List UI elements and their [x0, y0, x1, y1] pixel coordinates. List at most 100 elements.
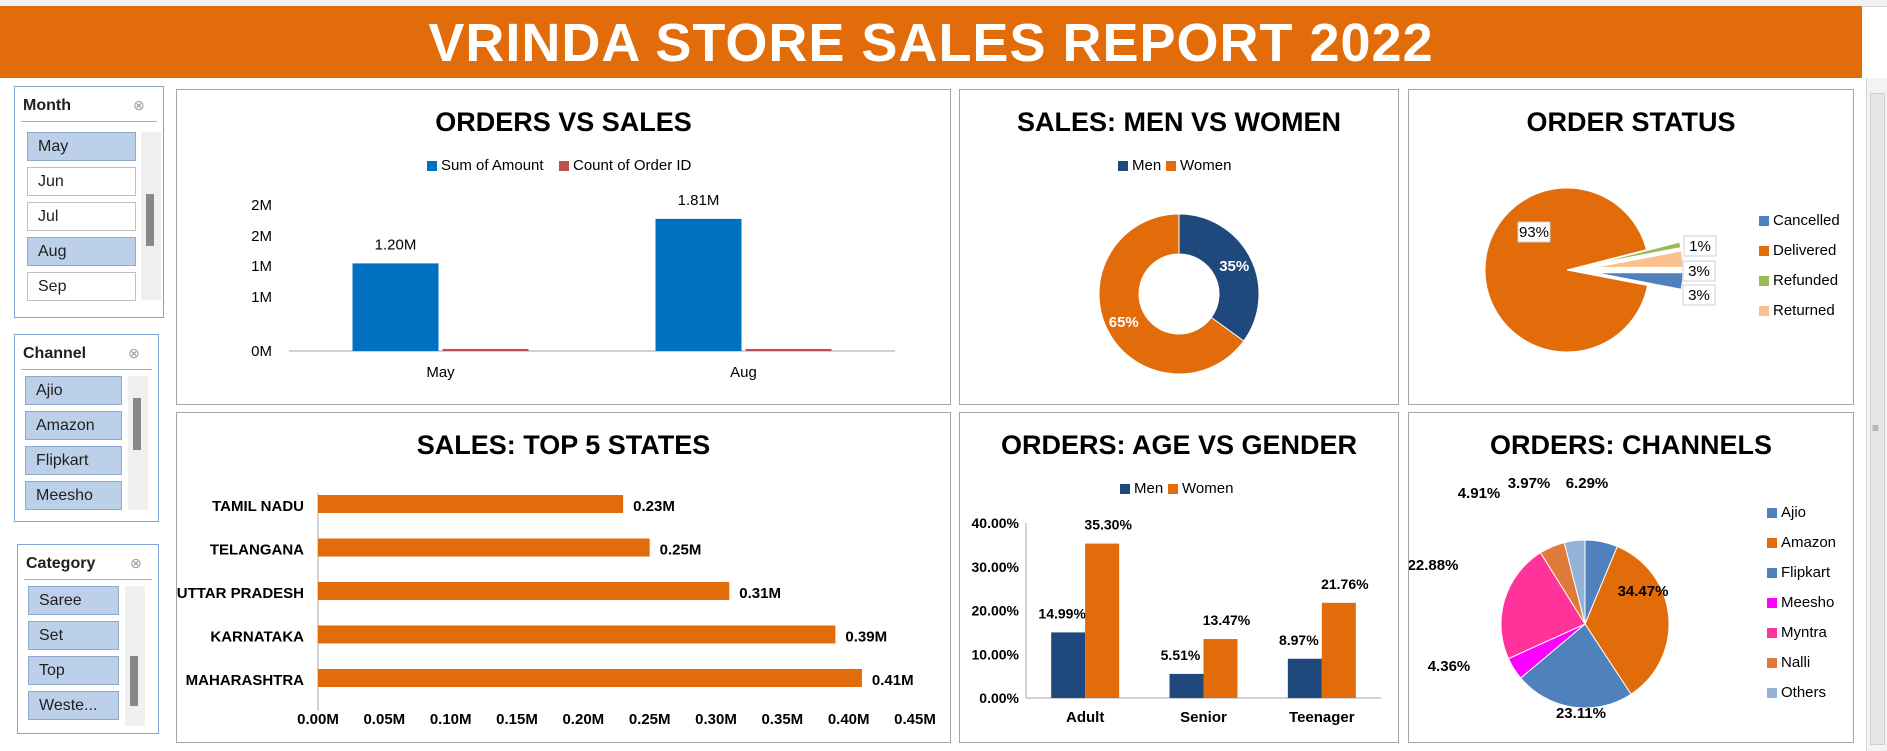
data-label: 0.41M — [872, 672, 914, 689]
legend-swatch — [427, 161, 437, 171]
legend-label: Refunded — [1773, 272, 1838, 289]
legend-label: Men — [1132, 157, 1161, 174]
clear-filter-icon[interactable]: ⊗ — [133, 97, 145, 113]
slicer-item-month[interactable]: Aug — [27, 237, 136, 266]
y-tick-label: KARNATAKA — [210, 629, 304, 646]
slicer-category[interactable]: Category ⊗ Saree Set Top Weste... — [17, 544, 159, 734]
slicer-item-month[interactable]: Sep — [27, 272, 136, 301]
slicer-item-month[interactable]: Jun — [27, 167, 136, 196]
bar-sum-of-amount — [655, 218, 742, 351]
legend-swatch — [1120, 484, 1130, 494]
data-label: 6.29% — [1566, 475, 1609, 492]
y-tick-label: 40.00% — [972, 515, 1020, 531]
data-label: 1% — [1689, 238, 1711, 255]
legend-swatch — [1759, 306, 1769, 316]
chart-title: SALES: MEN VS WOMEN — [1016, 107, 1341, 137]
data-label: 21.76% — [1321, 576, 1369, 592]
x-tick-label: Adult — [1066, 709, 1104, 726]
data-label: 3% — [1688, 263, 1710, 280]
bar-women — [1085, 543, 1120, 698]
slicer-item-category[interactable]: Set — [28, 621, 119, 650]
bar-count-of-order-id — [745, 349, 832, 351]
slicer-divider — [21, 369, 152, 370]
slicer-item-label: May — [38, 138, 69, 155]
data-label: 4.91% — [1458, 485, 1501, 502]
data-label: 0.31M — [739, 585, 781, 602]
slicer-item-month[interactable]: Jul — [27, 202, 136, 231]
data-label-box — [1683, 235, 1717, 257]
slicer-month-title: Month — [23, 97, 71, 114]
slicer-item-channel[interactable]: Flipkart — [25, 446, 122, 475]
y-tick-label: 1M — [251, 258, 272, 275]
slicer-item-category[interactable]: Weste... — [28, 691, 119, 720]
y-tick-label: 20.00% — [972, 603, 1020, 619]
order-status-pie-chart: 3% 93% 1% 3% Cancelled Delivered Refunded Retur… — [1484, 187, 1840, 353]
report-title: VRINDA STORE SALES REPORT 2022 — [0, 6, 1862, 78]
clear-filter-icon[interactable]: ⊗ — [130, 555, 142, 571]
slicer-channel-title: Channel — [23, 345, 87, 362]
chart-title: ORDERS: CHANNELS — [1489, 430, 1772, 460]
slicer-item-label: Ajio — [36, 382, 63, 399]
legend-label: Count of Order ID — [573, 157, 692, 174]
scroll-thumb[interactable] — [1870, 93, 1885, 745]
legend-label: Delivered — [1773, 242, 1836, 259]
y-tick-label: 30.00% — [972, 559, 1020, 575]
legend-label: Returned — [1773, 302, 1835, 319]
bar-men — [1287, 658, 1322, 698]
slicer-channel[interactable]: Channel ⊗ Ajio Amazon Flipkart Meesho — [14, 334, 159, 522]
donut-slice-men — [1178, 213, 1260, 342]
slice-label: 35% — [1219, 258, 1249, 275]
legend-label: Sum of Amount — [441, 157, 544, 174]
slicer-scrollbar[interactable] — [128, 376, 148, 510]
legend-label: Others — [1781, 684, 1826, 701]
panel-order-status[interactable]: ORDER STATUS 3% 93% 1% 3% Cancelled Delivered… — [1408, 89, 1854, 405]
data-label-box — [1517, 221, 1551, 243]
slicer-item-label: Flipkart — [36, 452, 89, 469]
slicer-item-label: Jun — [38, 173, 64, 190]
panel-orders-channels[interactable]: ORDERS: CHANNELS 6.29% 34.47% 23.11% 4.36% 2… — [1408, 412, 1854, 743]
slicer-item-channel[interactable]: Ajio — [25, 376, 122, 405]
panel-top5-states[interactable]: SALES: TOP 5 STATES TAMIL NADU 0.23M TELAN… — [176, 412, 951, 743]
legend-swatch — [1767, 538, 1777, 548]
slicer-item-month[interactable]: May — [27, 132, 136, 161]
panel-age-vs-gender[interactable]: ORDERS: AGE VS GENDER Men Women 0.00% 10.00… — [959, 412, 1399, 743]
x-tick-label: 0.00M — [297, 711, 339, 728]
slicer-item-category[interactable]: Saree — [28, 586, 119, 615]
vertical-scrollbar[interactable]: ≡ — [1866, 78, 1887, 751]
slicer-divider — [24, 579, 152, 580]
bar-count-of-order-id — [442, 349, 529, 351]
panel-orders-vs-sales[interactable]: ORDERS VS SALES Sum of Amount Count of Or… — [176, 89, 951, 405]
age-gender-bar-chart: Men Women 0.00% 10.00% 20.00% 30.00% 40.00% 14.… — [972, 480, 1381, 726]
y-tick-label: 0M — [251, 343, 272, 360]
legend-label: Amazon — [1781, 534, 1836, 551]
data-label: 0.23M — [633, 498, 675, 515]
panel-sales-men-women[interactable]: SALES: MEN VS WOMEN Men Women 35% 65% — [959, 89, 1399, 405]
chart-title: ORDER STATUS — [1526, 107, 1736, 137]
slicer-scroll-thumb[interactable] — [133, 398, 141, 450]
slicer-scrollbar[interactable] — [141, 132, 161, 300]
slicer-item-label: Amazon — [36, 417, 95, 434]
legend-label: Women — [1182, 480, 1233, 497]
x-tick-label: 0.20M — [562, 711, 604, 728]
slicer-item-channel[interactable]: Amazon — [25, 411, 122, 440]
bar-state — [318, 669, 862, 687]
data-label: 4.36% — [1428, 658, 1471, 675]
slicer-month[interactable]: Month ⊗ May Jun Jul Aug Sep — [14, 86, 164, 318]
y-tick-label: TAMIL NADU — [212, 498, 304, 515]
slicer-item-category[interactable]: Top — [28, 656, 119, 685]
slicer-category-title: Category — [26, 555, 96, 572]
slicer-item-label: Sep — [38, 278, 67, 295]
legend-swatch — [1759, 276, 1769, 286]
legend-swatch — [1767, 688, 1777, 698]
slicer-scroll-thumb[interactable] — [130, 656, 138, 706]
slicer-item-channel[interactable]: Meesho — [25, 481, 122, 510]
clear-filter-icon[interactable]: ⊗ — [128, 345, 140, 361]
slicer-scroll-thumb[interactable] — [146, 194, 154, 246]
slicer-item-label: Set — [39, 627, 64, 644]
x-tick-label: 0.25M — [629, 711, 671, 728]
legend-swatch — [1118, 161, 1128, 171]
legend-swatch — [1767, 628, 1777, 638]
slicer-scrollbar[interactable] — [125, 586, 145, 726]
donut-slice-women — [1098, 213, 1245, 375]
x-tick-label: May — [426, 364, 455, 381]
